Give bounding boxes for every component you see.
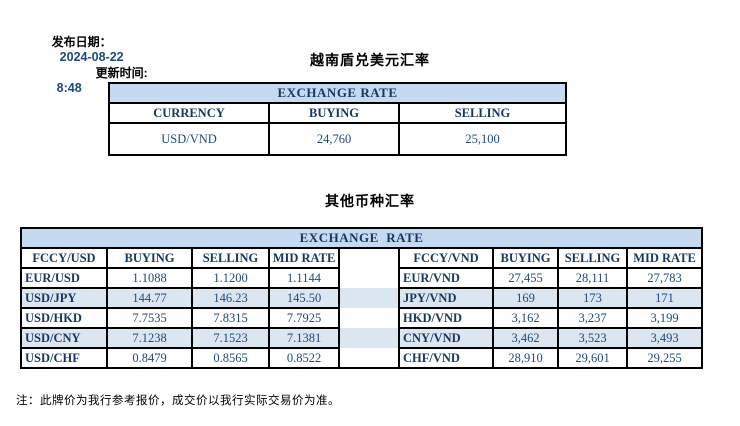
buying-cell: 27,455 (492, 267, 559, 289)
table-row: EUR/USD 1.1088 1.1200 1.1144 EUR/VND 27,… (20, 267, 704, 289)
spacer-cell (338, 348, 400, 369)
selling-cell: 7.1523 (191, 327, 270, 349)
selling-cell: 3,523 (557, 327, 628, 349)
footnote-text: 注：此牌价为我行参考报价，成交价以我行实际交易价为准。 (16, 395, 340, 407)
table-banner-row: EXCHANGE RATE (19, 227, 704, 249)
midrate-cell: 27,783 (625, 267, 704, 289)
buying-cell: 169 (492, 287, 559, 309)
publish-date-label: 发布日期： (51, 35, 112, 49)
selling-cell: 28,111 (557, 267, 628, 289)
meta-line: 发布日期： 2024-08-22 更新时间: 8:48 (45, 19, 148, 95)
selling-cell: 7.8315 (191, 307, 270, 329)
spacer-cell (338, 248, 400, 268)
midrate-cell: 29,255 (625, 347, 704, 369)
spacer-cell (338, 288, 400, 308)
currency-pair-cell: JPY/VND (398, 287, 494, 309)
currency-pair-cell: USD/CNY (20, 327, 108, 349)
midrate-cell: 3,199 (625, 307, 704, 329)
column-header-fccy-vnd: FCCY/VND (398, 247, 494, 269)
selling-cell: 29,601 (557, 347, 628, 369)
publish-date-value: 2024-08-22 (59, 50, 124, 64)
table-row: USD/VND 24,760 25,100 (108, 122, 568, 156)
selling-cell: 0.8565 (191, 347, 270, 369)
buying-cell: 1.1088 (106, 267, 193, 289)
table-banner-row: EXCHANGE RATE (107, 82, 568, 104)
selling-cell: 146.23 (191, 287, 270, 309)
section-title-other: 其他币种汇率 (325, 193, 415, 209)
selling-cell: 1.1200 (191, 267, 270, 289)
midrate-cell: 171 (625, 287, 704, 309)
column-header-selling-left: SELLING (191, 247, 270, 269)
midrate-cell: 7.1381 (268, 327, 340, 349)
buying-cell: 7.7535 (106, 307, 193, 329)
exchange-rate-banner: EXCHANGE RATE (19, 227, 704, 249)
usd-vnd-rate-table: EXCHANGE RATE CURRENCY BUYING SELLING US… (107, 82, 568, 156)
selling-cell: 173 (557, 287, 628, 309)
column-header-currency: CURRENCY (108, 102, 270, 124)
buying-cell: 0.8479 (106, 347, 193, 369)
currency-pair-cell: CHF/VND (398, 347, 494, 369)
column-header-buying-left: BUYING (106, 247, 193, 269)
currency-pair-cell: USD/HKD (20, 307, 108, 329)
column-header-fccy-usd: FCCY/USD (20, 247, 108, 269)
exchange-rate-banner: EXCHANGE RATE (107, 82, 568, 104)
spacer-cell (338, 328, 400, 348)
column-header-midrate-right: MID RATE (625, 247, 704, 269)
column-header-midrate-left: MID RATE (268, 247, 340, 269)
buying-cell: 7.1238 (106, 327, 193, 349)
table-header-row: FCCY/USD BUYING SELLING MID RATE FCCY/VN… (20, 247, 704, 269)
currency-pair-cell: EUR/USD (20, 267, 108, 289)
buying-cell: 3,462 (492, 327, 559, 349)
selling-cell: 3,237 (557, 307, 628, 329)
buying-cell: 24,760 (268, 122, 400, 156)
spacer-cell (338, 268, 400, 288)
table-header-row: CURRENCY BUYING SELLING (108, 102, 568, 124)
midrate-cell: 7.7925 (268, 307, 340, 329)
table-row: USD/CHF 0.8479 0.8565 0.8522 CHF/VND 28,… (20, 347, 704, 369)
table-row: USD/JPY 144.77 146.23 145.50 JPY/VND 169… (20, 287, 704, 309)
update-time-value: 8:48 (56, 81, 82, 95)
midrate-cell: 1.1144 (268, 267, 340, 289)
currency-pair-cell: USD/JPY (20, 287, 108, 309)
midrate-cell: 0.8522 (268, 347, 340, 369)
update-time-label: 更新时间: (95, 66, 148, 80)
currency-pair-cell: USD/CHF (20, 347, 108, 369)
currency-cell: USD/VND (108, 122, 270, 156)
selling-cell: 25,100 (397, 122, 568, 156)
currency-pair-cell: HKD/VND (398, 307, 494, 329)
buying-cell: 3,162 (492, 307, 559, 329)
buying-cell: 28,910 (492, 347, 559, 369)
midrate-cell: 145.50 (268, 287, 340, 309)
table-row: USD/HKD 7.7535 7.8315 7.7925 HKD/VND 3,1… (20, 307, 704, 329)
other-currencies-rate-table: EXCHANGE RATE FCCY/USD BUYING SELLING MI… (19, 227, 704, 369)
column-header-buying-right: BUYING (492, 247, 559, 269)
spacer-cell (338, 308, 400, 328)
currency-pair-cell: EUR/VND (398, 267, 494, 289)
table-row: USD/CNY 7.1238 7.1523 7.1381 CNY/VND 3,4… (20, 327, 704, 349)
column-header-selling-right: SELLING (557, 247, 628, 269)
midrate-cell: 3,493 (625, 327, 704, 349)
currency-pair-cell: CNY/VND (398, 327, 494, 349)
buying-cell: 144.77 (106, 287, 193, 309)
column-header-buying: BUYING (268, 102, 400, 124)
column-header-selling: SELLING (397, 102, 568, 124)
section-title-vnd-usd: 越南盾兑美元汇率 (310, 52, 430, 68)
